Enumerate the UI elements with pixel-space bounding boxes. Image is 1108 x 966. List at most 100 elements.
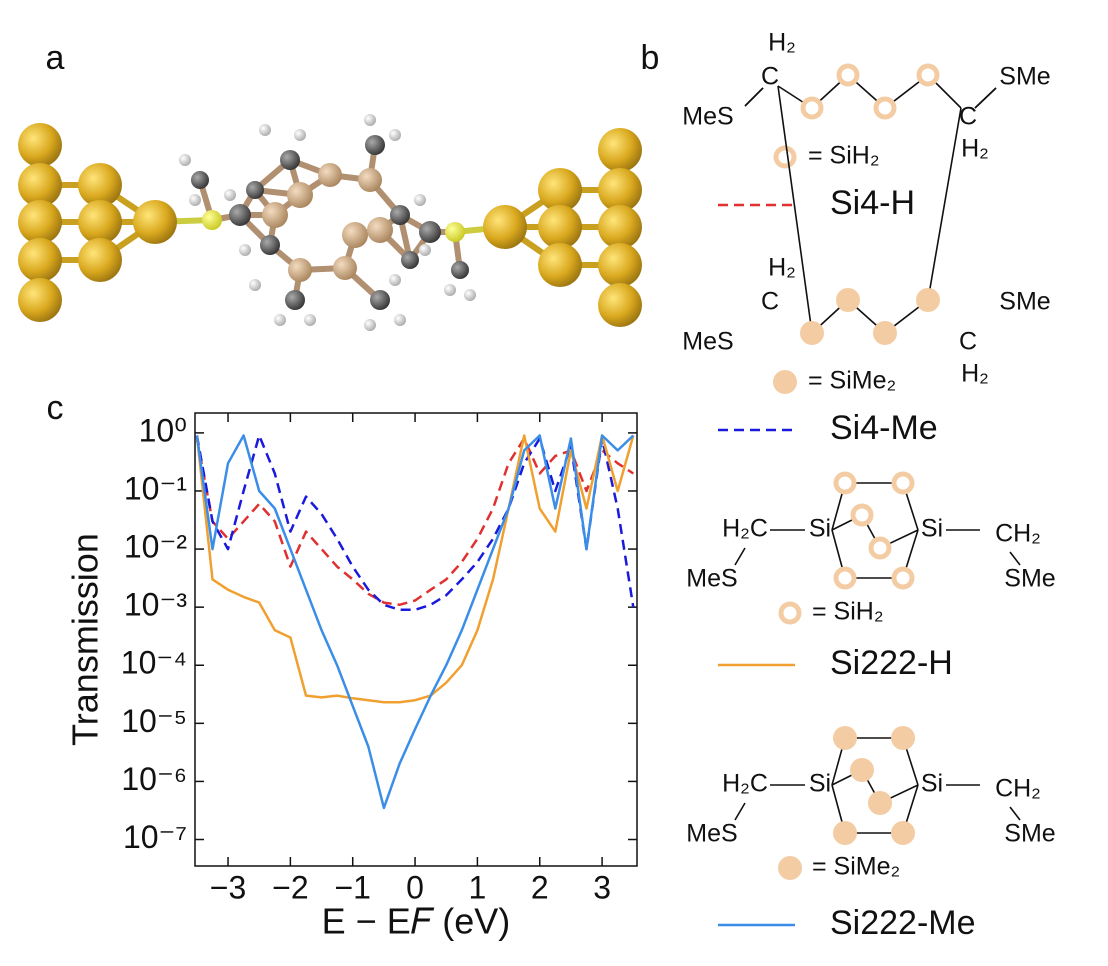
si-h2-unit (850, 503, 874, 527)
bond (734, 547, 746, 566)
series-line (195, 434, 635, 704)
x-tick-label: 3 (593, 869, 611, 905)
si-me2-unit (868, 791, 892, 815)
atom-label: Si (809, 515, 831, 543)
atom-label: C (761, 63, 779, 91)
si-h2-unit (891, 566, 915, 590)
x-tick-label: −2 (272, 869, 308, 905)
atom (364, 319, 376, 331)
atom (333, 256, 357, 280)
atom (419, 221, 441, 243)
legend-label: Si4-Me (830, 409, 938, 447)
x-tick-label: −3 (210, 869, 246, 905)
legend-label: Si222-Me (830, 904, 976, 942)
atom-label: C (959, 328, 977, 356)
atom-label: = SiMe₂ (812, 853, 900, 881)
atom-label: Si (921, 770, 943, 798)
atom (598, 205, 642, 249)
y-tick-label: 10⁻⁵ (121, 703, 187, 739)
si-h2-unit (833, 471, 857, 495)
atom (189, 194, 201, 206)
plot-frame (194, 412, 638, 867)
atom-label: H₂C (722, 515, 768, 543)
atom-label: H₂ (768, 254, 796, 282)
si-h2-unit (868, 536, 892, 560)
atom-label: C (959, 103, 977, 131)
atom (78, 238, 122, 282)
atom-label: SMe (999, 288, 1050, 316)
bond (744, 87, 764, 107)
atom (304, 314, 316, 326)
atom (280, 150, 300, 170)
atom (364, 114, 376, 126)
atom (598, 128, 642, 172)
si-me2-unit (773, 370, 797, 394)
atom (294, 129, 306, 141)
bond (1009, 806, 1021, 821)
si-me2-unit (800, 321, 824, 345)
si-me2-unit (833, 821, 857, 845)
atom (202, 210, 222, 230)
atom (259, 124, 271, 136)
atom-label: SMe (1004, 565, 1055, 593)
atom (229, 204, 251, 226)
si-me2-unit (891, 821, 915, 845)
atom (598, 168, 642, 212)
atom (342, 222, 368, 248)
atom (18, 163, 62, 207)
atom-label: H₂ (768, 29, 796, 57)
y-tick-label: 10⁻⁴ (121, 645, 187, 681)
atom (179, 154, 191, 166)
y-tick-label: 10⁻⁶ (121, 761, 187, 797)
x-tick-label: 0 (406, 869, 424, 905)
legend-label: Si222-H (830, 644, 953, 682)
atom-label: = SiH₂ (808, 142, 880, 170)
si-h2-unit (800, 96, 824, 120)
atom (18, 200, 62, 244)
si-me2-unit (891, 726, 915, 750)
si-h2-unit (778, 601, 802, 625)
atom (365, 135, 385, 155)
si-h2-unit (773, 145, 797, 169)
atom (394, 314, 406, 326)
atom-label: Si (809, 770, 831, 798)
atom (389, 274, 401, 286)
x-tick-label: −1 (334, 869, 370, 905)
panel-label: c (47, 389, 64, 427)
y-axis-label: Transmission (65, 533, 106, 746)
y-tick-label: 10⁻⁷ (123, 819, 187, 855)
atom-label: MeS (682, 328, 733, 356)
atom (18, 238, 62, 282)
atom-label: CH₂ (995, 775, 1041, 803)
si-me2-unit (873, 321, 897, 345)
atom-label: H₂C (722, 770, 768, 798)
y-tick-label: 10⁰ (139, 412, 187, 448)
atom (419, 244, 431, 256)
atom (444, 284, 456, 296)
si-h2-unit (916, 63, 940, 87)
series-line (195, 437, 634, 607)
si-me2-unit (850, 758, 874, 782)
si-me2-unit (836, 288, 860, 312)
atom (598, 283, 642, 327)
atom (445, 222, 465, 242)
atom-label: Si (921, 515, 943, 543)
transmission-chart: 10⁰ 10⁻¹ 10⁻² 10⁻³ 10⁻⁴ 10⁻⁵ 10⁻⁶ 10⁻⁷ −3 −2 −1 0 1 2… (65, 184, 976, 942)
atom (262, 202, 288, 228)
bond (974, 87, 997, 109)
atom (191, 171, 209, 189)
si-h2-unit (836, 63, 860, 87)
y-tick-label: 10⁻³ (124, 587, 187, 623)
bond (777, 85, 813, 334)
bond (734, 802, 746, 821)
atom-label: SMe (999, 63, 1050, 91)
legend-label: Si4-H (830, 184, 915, 222)
atom (260, 235, 280, 255)
atom-label: = SiMe₂ (808, 367, 896, 395)
atom (414, 194, 426, 206)
y-tick-label: 10⁻² (124, 529, 187, 565)
atom (274, 314, 286, 326)
si-h2-unit (891, 471, 915, 495)
atom-label: MeS (686, 565, 737, 593)
